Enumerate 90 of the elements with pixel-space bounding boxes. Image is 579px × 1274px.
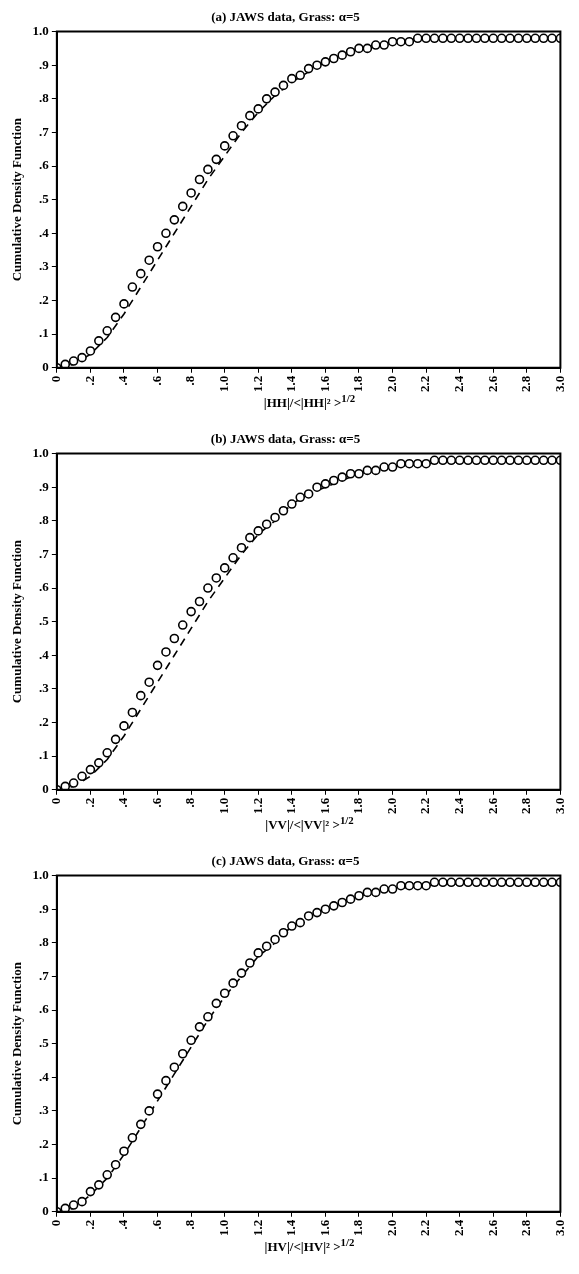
y-tick-label: .8 [39, 90, 50, 106]
y-tick-label: .6 [39, 579, 50, 595]
y-tick-label: 0 [42, 781, 49, 797]
y-tick-label: .3 [39, 1102, 50, 1118]
y-tick-label: .2 [39, 713, 49, 729]
y-tick-label: .3 [39, 680, 50, 696]
y-tick-label: 1.0 [32, 22, 49, 38]
y-tick-label: .5 [39, 1035, 50, 1051]
y-tick-label: 1.0 [32, 866, 49, 882]
x-tick-label: 2.2 [417, 375, 433, 392]
x-tick-label: 1.6 [316, 797, 332, 814]
x-tick-label: .2 [81, 1219, 97, 1230]
y-tick-label: .4 [39, 224, 50, 240]
y-tick-label: .9 [39, 56, 50, 72]
y-tick-label: .1 [39, 1169, 49, 1185]
x-tick-label: 2.4 [451, 375, 467, 392]
x-tick-label: .2 [81, 797, 97, 808]
x-tick-label: .8 [182, 1219, 198, 1230]
y-tick-label: .5 [39, 191, 50, 207]
chart-title: (c) JAWS data, Grass: α=5 [211, 853, 360, 869]
x-tick-label: 2.6 [484, 797, 500, 814]
x-tick-label: 2.8 [518, 375, 534, 392]
x-tick-label: 2.4 [451, 1219, 467, 1236]
y-axis-title: Cumulative Density Function [9, 117, 25, 282]
x-axis-title: |HV|/<|HV|² >$^{1/2}$ [263, 1236, 356, 1256]
y-tick-label: .1 [39, 747, 49, 763]
x-tick-label: 1.2 [249, 1219, 265, 1236]
y-tick-label: .4 [39, 1068, 50, 1084]
y-tick-label: .6 [39, 1001, 50, 1017]
x-tick-label: 1.2 [249, 797, 265, 814]
y-tick-label: .6 [39, 157, 50, 173]
y-tick-label: 1.0 [32, 444, 49, 460]
x-tick-label: .6 [148, 1219, 164, 1230]
y-tick-label: .8 [39, 512, 50, 528]
x-tick-label: 1.4 [283, 375, 299, 392]
y-tick-label: .7 [39, 123, 50, 139]
x-tick-label: 1.0 [216, 1219, 232, 1236]
x-tick-label: 2.2 [417, 1219, 433, 1236]
x-tick-label: .6 [148, 375, 164, 386]
y-tick-label: .4 [39, 646, 50, 662]
x-tick-label: 2.6 [484, 375, 500, 392]
x-tick-label: 2.2 [417, 797, 433, 814]
y-tick-label: .2 [39, 1135, 49, 1151]
x-tick-label: 1.8 [350, 797, 366, 814]
x-tick-label: 0 [48, 375, 64, 383]
y-tick-label: .7 [39, 545, 50, 561]
y-tick-label: .5 [39, 613, 50, 629]
y-tick-label: .9 [39, 900, 50, 916]
x-tick-label: 3.0 [551, 375, 567, 392]
y-tick-label: 0 [42, 359, 49, 375]
y-tick-label: .9 [39, 478, 50, 494]
x-tick-label: 2.6 [484, 1219, 500, 1236]
x-tick-label: .4 [115, 1219, 131, 1230]
x-tick-label: 0 [48, 797, 64, 805]
x-tick-label: 2.0 [383, 375, 399, 392]
y-tick-label: .3 [39, 258, 50, 274]
x-tick-label: 0 [48, 1219, 64, 1227]
y-axis-title: Cumulative Density Function [9, 961, 25, 1126]
x-tick-label: 2.4 [451, 797, 467, 814]
x-axis-title: |HH|/<|HH|² >$^{1/2}$ [262, 392, 357, 412]
x-tick-label: 1.8 [350, 1219, 366, 1236]
x-tick-label: 2.8 [518, 797, 534, 814]
x-axis-title: |VV|/<|VV|² >$^{1/2}$ [264, 814, 355, 834]
x-tick-label: 1.6 [316, 375, 332, 392]
x-tick-label: .8 [182, 375, 198, 386]
x-tick-label: .2 [81, 375, 97, 386]
x-tick-label: 1.4 [283, 1219, 299, 1236]
x-tick-label: 1.2 [249, 375, 265, 392]
x-tick-label: 1.4 [283, 797, 299, 814]
y-tick-label: .1 [39, 325, 49, 341]
y-tick-label: .8 [39, 934, 50, 950]
x-tick-label: 1.0 [216, 375, 232, 392]
chart-title: (a) JAWS data, Grass: α=5 [211, 9, 361, 25]
x-tick-label: .4 [115, 375, 131, 386]
x-tick-label: 1.6 [316, 1219, 332, 1236]
x-tick-label: 2.0 [383, 797, 399, 814]
chart-title: (b) JAWS data, Grass: α=5 [210, 431, 361, 447]
x-tick-label: 2.0 [383, 1219, 399, 1236]
x-tick-label: .6 [148, 797, 164, 808]
x-tick-label: .8 [182, 797, 198, 808]
y-tick-label: .2 [39, 291, 49, 307]
y-tick-label: .7 [39, 967, 50, 983]
x-tick-label: 1.8 [350, 375, 366, 392]
x-tick-label: 3.0 [551, 1219, 567, 1236]
x-tick-label: 2.8 [518, 1219, 534, 1236]
x-tick-label: 3.0 [551, 797, 567, 814]
y-axis-title: Cumulative Density Function [9, 539, 25, 704]
y-tick-label: 0 [42, 1203, 49, 1219]
x-tick-label: .4 [115, 797, 131, 808]
x-tick-label: 1.0 [216, 797, 232, 814]
